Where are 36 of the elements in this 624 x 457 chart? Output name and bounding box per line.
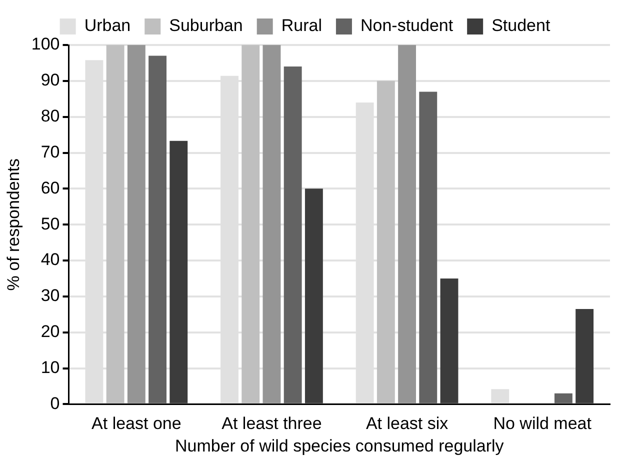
x-tick-label: At least three xyxy=(222,414,322,434)
legend-label: Suburban xyxy=(169,16,243,36)
bar xyxy=(440,278,458,404)
bar xyxy=(398,45,416,404)
bar xyxy=(576,309,594,404)
bar xyxy=(170,140,188,404)
bar xyxy=(304,188,323,404)
x-tick-label: At least one xyxy=(92,414,182,434)
bar xyxy=(554,393,572,404)
x-tick-label: No wild meat xyxy=(493,414,592,434)
y-tick-label: 80 xyxy=(40,106,60,126)
bar xyxy=(106,45,124,404)
legend-label: Student xyxy=(492,16,550,36)
x-tick-label: At least six xyxy=(366,414,449,434)
y-tick-label: 50 xyxy=(40,214,60,234)
bar xyxy=(284,66,302,404)
bar xyxy=(419,92,438,404)
legend-label: Urban xyxy=(84,16,131,36)
bar xyxy=(376,80,395,404)
y-tick-label: 60 xyxy=(40,178,60,198)
y-axis-title: % of respondents xyxy=(4,158,23,291)
y-tick-label: 90 xyxy=(40,70,60,90)
y-tick-label: 40 xyxy=(40,250,60,270)
y-tick-label: 30 xyxy=(40,286,60,306)
bar xyxy=(127,45,146,404)
bar xyxy=(148,56,166,404)
y-tick-label: 10 xyxy=(40,358,60,377)
y-tick-label: 20 xyxy=(40,322,60,342)
x-axis-title: Number of wild species consumed regularly xyxy=(174,436,504,456)
bar xyxy=(262,45,281,404)
bar xyxy=(242,45,260,404)
y-tick-label: 0 xyxy=(50,394,60,413)
y-tick-label: 70 xyxy=(40,142,60,162)
legend-label: Rural xyxy=(281,16,322,36)
legend-label: Non-student xyxy=(360,16,454,36)
y-tick-label: 100 xyxy=(31,34,60,54)
